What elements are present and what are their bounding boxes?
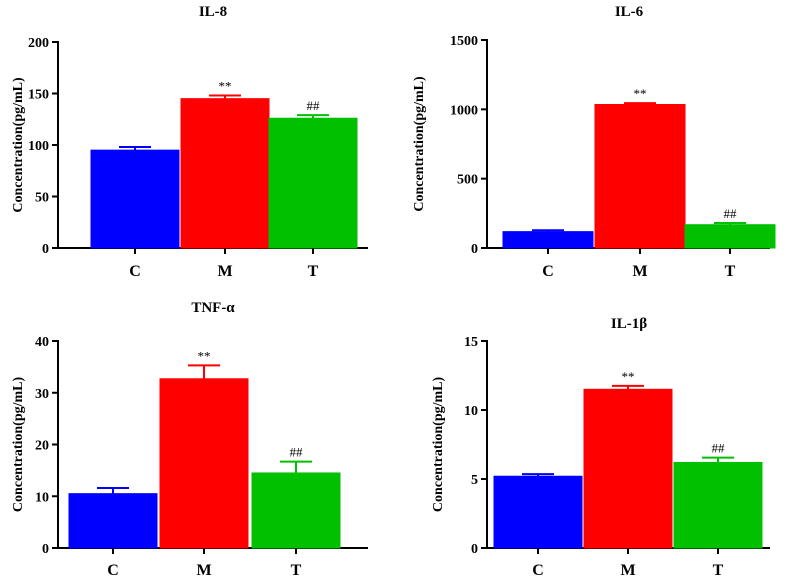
y-tick-label: 10 [464, 404, 478, 419]
y-axis-label: Concentration(pg/mL) [431, 377, 446, 513]
y-tick-label: 20 [35, 439, 49, 454]
y-tick-label: 0 [471, 542, 478, 557]
chart-panel-3: TNF-α Concentration(pg/mL) 0 10 20 30 40 C M ** T #… [11, 300, 368, 577]
x-tick-label: T [291, 562, 302, 577]
significance-label: ** [634, 86, 647, 101]
y-tick-label: 100 [28, 139, 49, 154]
chart-title: IL-1β [611, 316, 647, 332]
chart-title: IL-8 [199, 4, 227, 20]
significance-label: ## [290, 445, 304, 460]
y-tick-label: 0 [42, 542, 49, 557]
y-axis-label: Concentration(pg/mL) [11, 377, 26, 513]
chart-panel-1: IL-8 Concentration(pg/mL) 0 50 100 150 200 C M **… [11, 4, 368, 280]
bar-T [673, 461, 763, 549]
x-tick-label: C [129, 263, 141, 280]
chart-title: TNF-α [191, 300, 235, 316]
significance-label: ## [307, 98, 321, 113]
x-tick-label: M [196, 562, 211, 577]
y-tick-label: 200 [28, 36, 49, 51]
bar-C [68, 493, 158, 549]
y-tick-label: 40 [35, 335, 49, 350]
significance-label: ** [219, 79, 232, 94]
bar-M [159, 378, 249, 549]
y-tick-label: 500 [457, 173, 478, 188]
x-tick-label: C [532, 562, 544, 577]
bar-M [583, 388, 673, 549]
y-tick-label: 30 [35, 387, 49, 402]
y-tick-label: 50 [35, 191, 49, 206]
y-tick-label: 1000 [450, 103, 478, 118]
x-tick-label: C [542, 263, 554, 280]
y-axis-label: Concentration(pg/mL) [412, 76, 427, 212]
chart-title: IL-6 [615, 4, 644, 20]
bar-C [502, 231, 594, 249]
y-tick-label: 150 [28, 88, 49, 103]
y-axis-label: Concentration(pg/mL) [11, 77, 26, 213]
y-tick-label: 0 [42, 242, 49, 257]
bar-C [90, 149, 180, 249]
significance-label: ** [198, 348, 211, 363]
bar-T [251, 472, 341, 549]
y-tick-label: 10 [35, 490, 49, 505]
y-tick-label: 5 [471, 473, 478, 488]
x-tick-label: C [107, 562, 119, 577]
bar-C [493, 475, 583, 549]
y-tick-label: 0 [471, 242, 478, 257]
chart-panel-2: IL-6 Concentration(pg/mL) 0 500 1000 1500 C M **… [412, 4, 776, 280]
bar-M [180, 98, 270, 249]
chart-panel-4: IL-1β Concentration(pg/mL) 0 5 10 15 C M ** T ## [431, 316, 770, 577]
significance-label: ** [622, 369, 635, 384]
x-tick-label: T [308, 263, 319, 280]
x-tick-label: T [725, 263, 736, 280]
x-tick-label: M [620, 562, 635, 577]
x-tick-label: M [217, 263, 232, 280]
bar-T [268, 117, 358, 249]
significance-label: ## [724, 206, 738, 221]
y-tick-label: 1500 [450, 34, 478, 49]
x-tick-label: T [713, 562, 724, 577]
bar-T [684, 224, 776, 249]
bar-M [594, 103, 686, 249]
significance-label: ## [712, 441, 726, 456]
y-tick-label: 15 [464, 335, 478, 350]
x-tick-label: M [632, 263, 647, 280]
